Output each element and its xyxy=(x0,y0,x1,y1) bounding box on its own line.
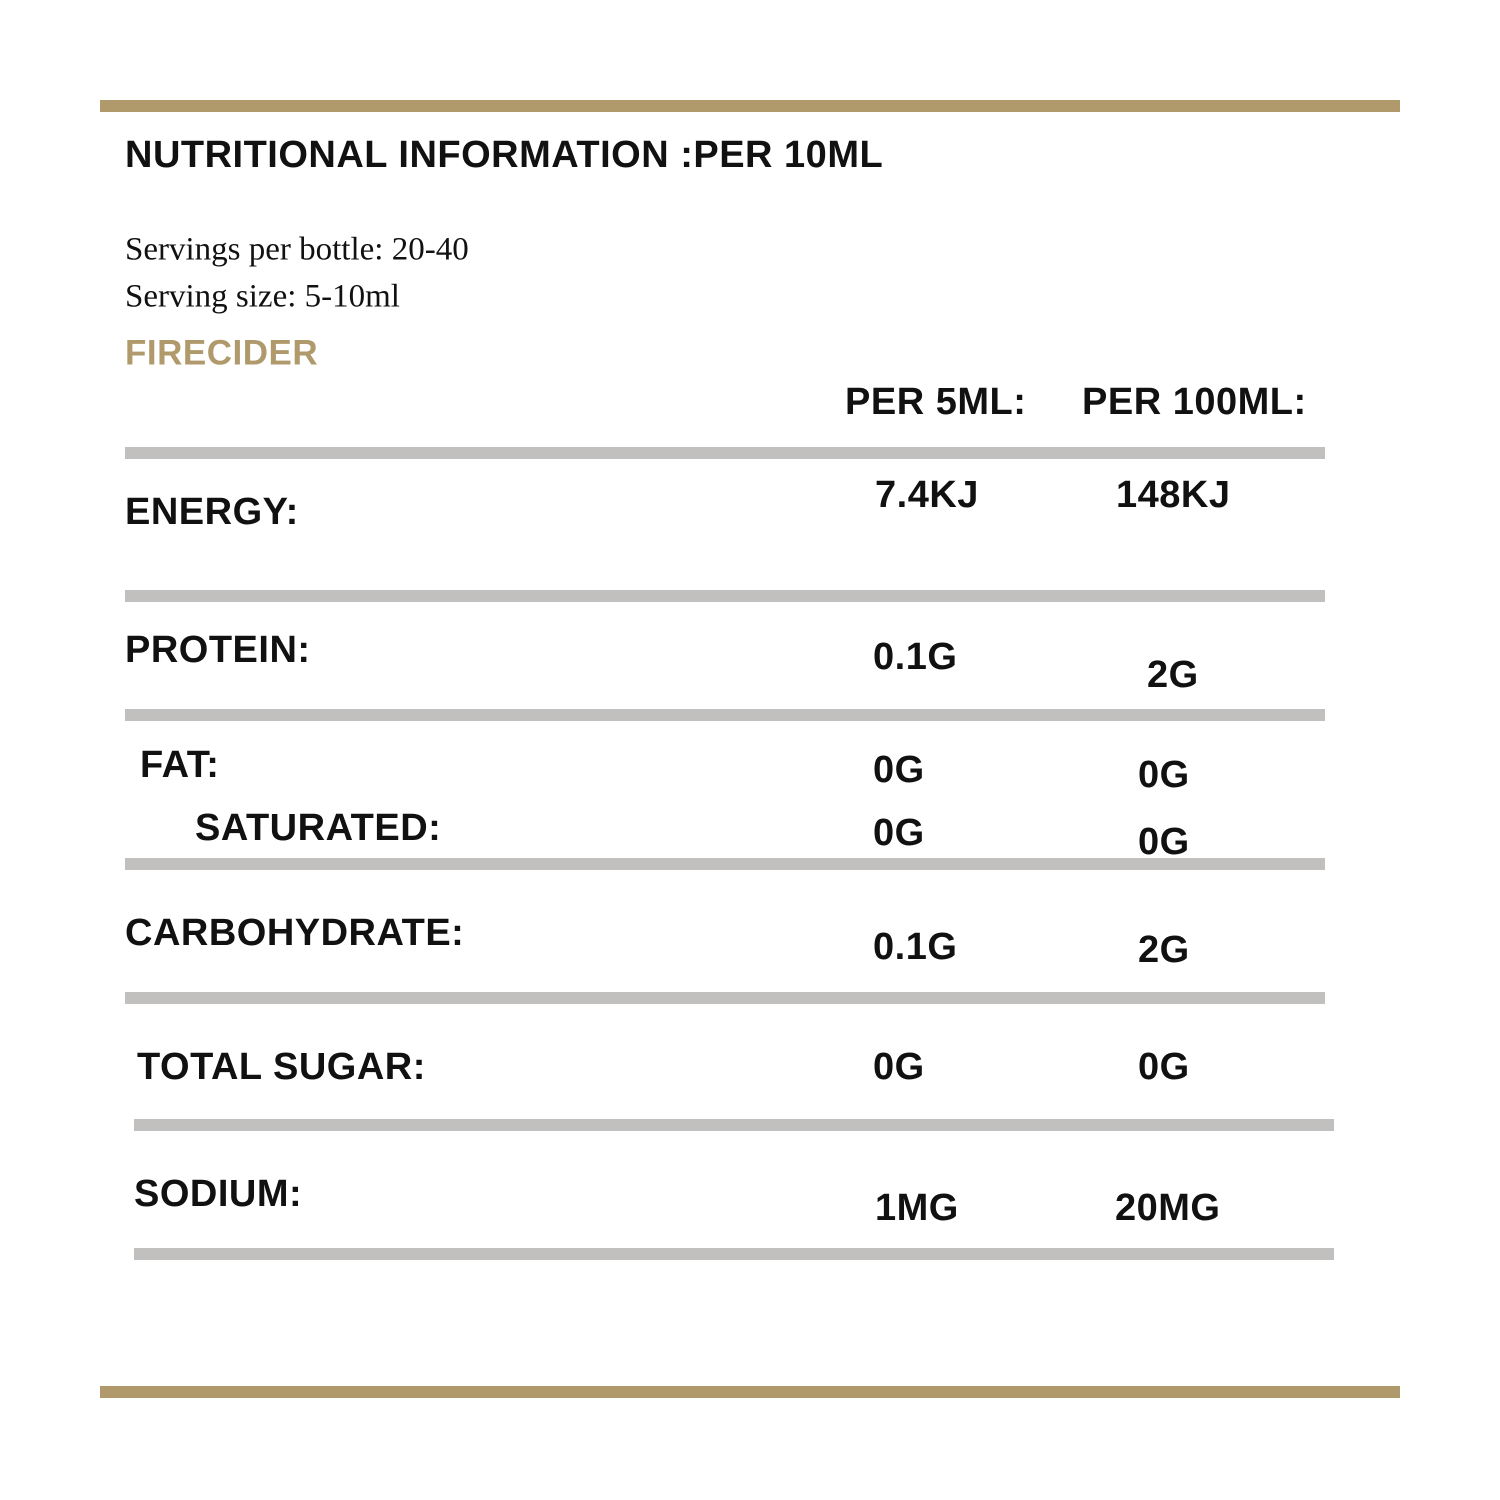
column-header: PER 5ML: xyxy=(845,381,1027,423)
cell: 1MG xyxy=(875,1187,959,1229)
row-divider xyxy=(134,1119,1334,1131)
cell: 20MG xyxy=(1115,1187,1221,1229)
title: NUTRITIONAL INFORMATION :PER 10ML xyxy=(125,134,884,176)
row-label: ENERGY: xyxy=(125,491,299,533)
serving-size: Serving size: 5-10ml xyxy=(125,278,400,315)
row-label: SATURATED: xyxy=(195,807,442,849)
row-label: TOTAL SUGAR: xyxy=(137,1046,426,1088)
cell: 0G xyxy=(1138,821,1190,863)
cell: 2G xyxy=(1138,929,1190,971)
cell: 0G xyxy=(873,1046,925,1088)
top-rule xyxy=(100,100,1400,112)
cell: 0.1G xyxy=(873,636,958,678)
row-divider xyxy=(125,590,1325,602)
column-header: PER 100ML: xyxy=(1082,381,1307,423)
cell: 0.1G xyxy=(873,926,958,968)
row-divider xyxy=(125,709,1325,721)
row-divider xyxy=(125,447,1325,459)
row-label: FAT: xyxy=(140,744,220,786)
cell: 0G xyxy=(873,749,925,791)
bottom-rule xyxy=(100,1386,1400,1398)
product-name: FIRECIDER xyxy=(125,333,319,373)
row-label: SODIUM: xyxy=(134,1173,303,1215)
cell: 0G xyxy=(873,812,925,854)
row-divider xyxy=(134,1248,1334,1260)
cell: 0G xyxy=(1138,754,1190,796)
row-divider xyxy=(125,858,1325,870)
cell: 148KJ xyxy=(1116,474,1231,516)
cell: 7.4KJ xyxy=(875,474,979,516)
servings-per-bottle: Servings per bottle: 20-40 xyxy=(125,231,469,268)
row-label: CARBOHYDRATE: xyxy=(125,912,465,954)
cell: 2G xyxy=(1147,654,1199,696)
row-label: PROTEIN: xyxy=(125,629,311,671)
cell: 0G xyxy=(1138,1046,1190,1088)
row-divider xyxy=(125,992,1325,1004)
